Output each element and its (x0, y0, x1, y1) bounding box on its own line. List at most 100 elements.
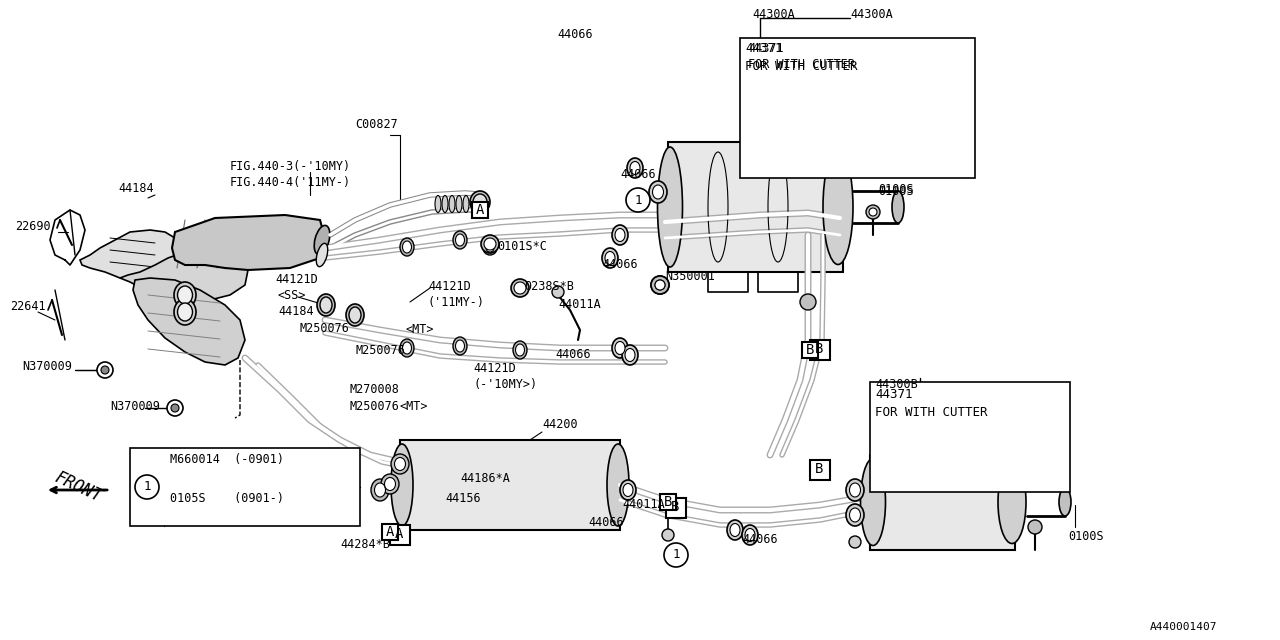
Bar (131, 448, 360, 526)
Ellipse shape (998, 461, 1027, 543)
Ellipse shape (662, 529, 675, 541)
Text: 0238S*B: 0238S*B (524, 280, 573, 293)
Text: B: B (671, 500, 680, 514)
Text: 44066: 44066 (620, 168, 655, 181)
Bar (870, 455, 1015, 550)
Ellipse shape (745, 529, 755, 541)
Text: 44186*A: 44186*A (460, 472, 509, 485)
Ellipse shape (849, 536, 861, 548)
Text: <MT>: <MT> (399, 400, 429, 413)
Text: 44200: 44200 (541, 418, 577, 431)
Text: FOR WITH CUTTER: FOR WITH CUTTER (748, 58, 855, 71)
Text: 44371: 44371 (876, 388, 913, 401)
Circle shape (483, 241, 497, 255)
Text: FIG.440-4('11MY-): FIG.440-4('11MY-) (230, 176, 351, 189)
Circle shape (515, 282, 526, 294)
Ellipse shape (346, 304, 364, 326)
Text: 44300A: 44300A (850, 8, 892, 21)
Circle shape (486, 244, 494, 252)
Text: A440001407: A440001407 (1149, 622, 1217, 632)
Circle shape (869, 208, 877, 216)
Ellipse shape (602, 248, 618, 268)
Text: N350001: N350001 (666, 270, 714, 283)
Bar (810, 340, 829, 360)
Ellipse shape (456, 340, 465, 352)
Ellipse shape (314, 225, 330, 255)
Ellipse shape (320, 297, 332, 313)
Ellipse shape (333, 494, 351, 516)
Polygon shape (79, 230, 178, 280)
Circle shape (652, 276, 669, 294)
Text: 44011A: 44011A (622, 498, 664, 511)
Ellipse shape (453, 337, 467, 355)
Text: 0105S    (0901-): 0105S (0901-) (170, 492, 284, 505)
Ellipse shape (620, 480, 636, 500)
Ellipse shape (627, 158, 643, 178)
Ellipse shape (823, 150, 852, 264)
Text: <MT>: <MT> (406, 323, 434, 336)
Text: B: B (815, 342, 823, 356)
Ellipse shape (850, 508, 860, 522)
Ellipse shape (371, 479, 389, 501)
Polygon shape (133, 278, 244, 365)
Circle shape (655, 280, 666, 290)
Bar (381, 524, 398, 540)
Ellipse shape (612, 225, 628, 245)
Ellipse shape (316, 243, 328, 267)
Text: (-'10MY>): (-'10MY>) (474, 378, 538, 391)
Ellipse shape (658, 147, 682, 267)
Circle shape (481, 235, 499, 253)
Text: A: A (476, 203, 484, 217)
Text: ('11MY-): ('11MY-) (428, 296, 485, 309)
Text: B: B (815, 462, 823, 476)
Ellipse shape (892, 191, 904, 223)
Circle shape (664, 543, 689, 567)
Ellipse shape (730, 524, 740, 536)
Ellipse shape (178, 303, 192, 321)
Ellipse shape (605, 252, 614, 264)
Circle shape (1028, 520, 1042, 534)
Ellipse shape (456, 234, 465, 246)
Ellipse shape (727, 520, 742, 540)
Circle shape (867, 205, 881, 219)
Ellipse shape (390, 444, 413, 526)
Text: FOR WITH CUTTER: FOR WITH CUTTER (745, 60, 858, 73)
Ellipse shape (449, 195, 454, 212)
Ellipse shape (846, 479, 864, 501)
Text: N370009: N370009 (110, 400, 160, 413)
Ellipse shape (435, 195, 442, 212)
Ellipse shape (349, 307, 361, 323)
Circle shape (166, 400, 183, 416)
Text: 1: 1 (143, 481, 151, 493)
Ellipse shape (463, 195, 468, 212)
Ellipse shape (456, 195, 462, 212)
Text: N370009: N370009 (22, 360, 72, 373)
Ellipse shape (860, 458, 886, 545)
Ellipse shape (174, 299, 196, 325)
Text: M250076: M250076 (300, 322, 349, 335)
Text: 44121D: 44121D (275, 273, 317, 286)
Ellipse shape (614, 228, 625, 241)
Text: <SS>: <SS> (278, 289, 306, 302)
Text: M250076: M250076 (355, 344, 404, 357)
Text: M270008: M270008 (349, 383, 399, 396)
Ellipse shape (552, 286, 564, 298)
Ellipse shape (317, 294, 335, 316)
Circle shape (172, 404, 179, 412)
Circle shape (655, 280, 666, 290)
Ellipse shape (394, 458, 406, 470)
Circle shape (101, 366, 109, 374)
Ellipse shape (337, 498, 347, 512)
Bar (666, 498, 686, 518)
Text: 1: 1 (672, 548, 680, 561)
Bar (472, 202, 488, 218)
Ellipse shape (402, 241, 411, 253)
Polygon shape (120, 250, 248, 302)
Text: M250076: M250076 (349, 400, 399, 413)
Bar (660, 494, 676, 510)
Polygon shape (172, 215, 325, 270)
Circle shape (97, 362, 113, 378)
Ellipse shape (742, 525, 758, 545)
Text: 44066: 44066 (602, 258, 637, 271)
Ellipse shape (516, 344, 525, 356)
